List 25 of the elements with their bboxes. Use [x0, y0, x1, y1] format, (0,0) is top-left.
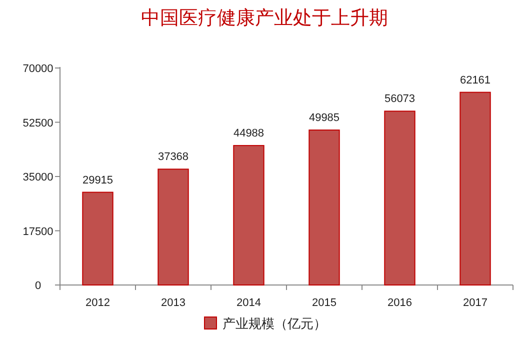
y-tick-label: 52500 — [22, 117, 54, 130]
chart-title: 中国医疗健康产业处于上升期 — [141, 7, 388, 29]
x-tick-label: 2014 — [236, 297, 261, 309]
x-tick-label: 2013 — [161, 297, 186, 309]
data-label: 49985 — [308, 112, 340, 124]
data-label: 44988 — [233, 128, 264, 140]
y-tick-label: 35000 — [22, 172, 54, 184]
x-tick-label: 2012 — [86, 297, 110, 309]
bar — [384, 110, 416, 286]
data-label: 62161 — [460, 74, 491, 86]
y-tick-label: 0 — [34, 280, 42, 292]
bar — [233, 145, 264, 286]
data-label: 29915 — [82, 174, 114, 186]
data-label: 56073 — [384, 93, 416, 106]
bar — [82, 192, 114, 286]
x-tick-label: 2015 — [312, 297, 336, 309]
x-tick-label: 2016 — [388, 297, 412, 309]
x-tick-label: 2017 — [463, 297, 488, 309]
y-tick-label: 17500 — [22, 226, 54, 238]
bar — [460, 92, 491, 286]
legend-label: 产业规模（亿元） — [222, 316, 326, 331]
bar — [308, 130, 340, 286]
bar — [158, 168, 189, 286]
y-tick-label: 70000 — [22, 63, 54, 75]
data-label: 37368 — [158, 151, 189, 164]
